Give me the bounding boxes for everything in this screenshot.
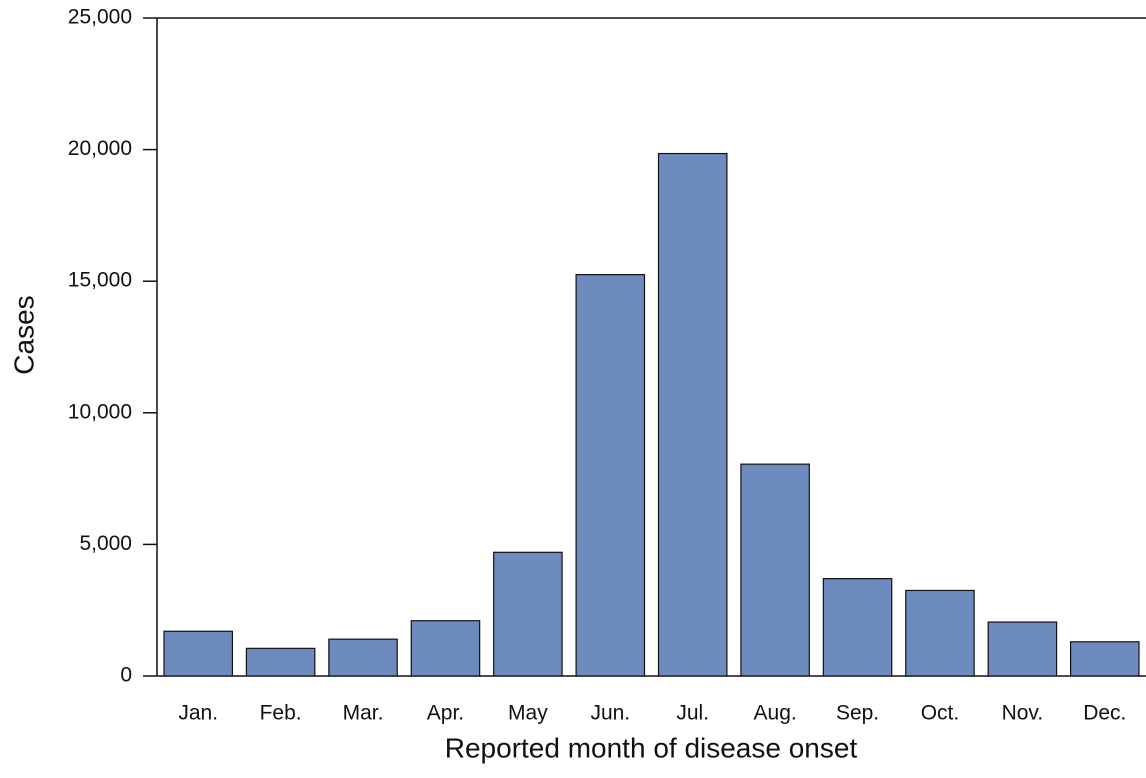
bar [987,621,1058,677]
y-tick-label: 0 [120,664,132,687]
x-tick-label: Jun. [590,702,630,725]
bar [163,630,234,677]
y-tick-label: 5,000 [79,532,132,555]
bar [493,551,563,677]
y-axis-title: Cases [8,295,39,374]
bar [822,578,893,677]
bar [328,638,398,677]
x-tick-label: Jan. [178,702,218,725]
x-tick-label: Dec. [1083,702,1126,725]
x-axis-title: Reported month of disease onset [445,732,858,763]
bar [575,274,646,677]
x-tick-label: Mar. [343,702,384,725]
x-tick-label: Sep. [836,702,879,725]
x-tick-label: Jul. [676,702,709,725]
x-tick-label: Aug. [754,702,797,725]
y-tick-label: 15,000 [68,269,132,292]
x-tick-label: Oct. [921,702,960,725]
x-tick-label: Nov. [1002,702,1044,725]
x-tick-label: Feb. [260,702,302,725]
bar [657,152,728,677]
x-tick-label: May [508,702,548,725]
bar [905,589,975,677]
y-tick-label: 10,000 [68,400,132,423]
y-tick-label: 20,000 [68,137,132,160]
bar [245,647,316,677]
y-tick-label: 25,000 [68,6,132,29]
x-tick-label: Apr. [427,702,464,725]
bar [1069,641,1140,677]
bar [740,463,810,677]
bar [410,620,481,677]
